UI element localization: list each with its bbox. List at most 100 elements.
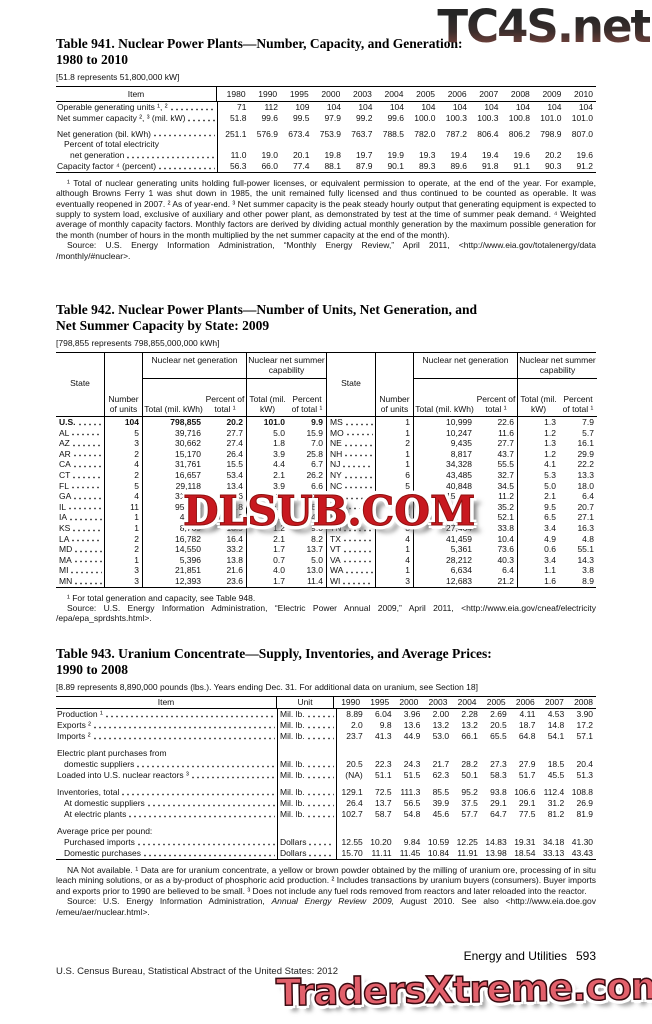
dot-leader bbox=[307, 815, 334, 818]
state-label-cell: TN bbox=[327, 523, 375, 534]
value-cell: 106.6 bbox=[514, 787, 536, 797]
dot-leader bbox=[344, 443, 373, 447]
table-row: net generation 11.0 19.0 20.1 19.8 19.7 … bbox=[56, 150, 596, 161]
column-header-year: 1995 bbox=[289, 89, 309, 99]
generation-percent-cell: 53.4 bbox=[226, 469, 243, 480]
dot-leader bbox=[309, 843, 334, 846]
unit-cell bbox=[278, 781, 337, 787]
value-cell: 19.7 bbox=[355, 150, 373, 161]
state-label-cell: NH bbox=[327, 449, 375, 460]
state-label-cell: IA bbox=[56, 512, 104, 523]
value-cell: 101.0 bbox=[540, 112, 562, 123]
state-label-cell: NJ bbox=[327, 459, 375, 470]
value-cell: 64.7 bbox=[490, 809, 507, 819]
capability-percent-cell: 6.4 bbox=[582, 491, 594, 502]
source-text: Source: U.S. Energy Information Administ… bbox=[56, 240, 596, 261]
capability-percent-cell: 8.9 bbox=[582, 575, 594, 586]
capability-percent-cell: 20.7 bbox=[577, 501, 594, 512]
table-942-footnotes: ¹ For total generation and capacity, see… bbox=[56, 593, 596, 624]
row-label-cell: Net generation (bil. kWh) bbox=[56, 128, 218, 140]
value-cell: 101.0 bbox=[571, 112, 593, 123]
capability-total-cell: 1.7 bbox=[246, 544, 288, 555]
value-cell bbox=[395, 748, 424, 759]
row-label-cell: At domestic suppliers bbox=[56, 798, 278, 809]
capability-percent-cell: 3.8 bbox=[582, 565, 594, 576]
dot-leader bbox=[74, 496, 102, 500]
row-label-cell: Average price per pound: bbox=[56, 826, 278, 837]
dot-leader bbox=[188, 118, 215, 122]
row-label-cell: Electric plant purchases from bbox=[56, 748, 278, 759]
value-cell: 34.18 bbox=[542, 837, 565, 847]
number-of-units-cell: 9 bbox=[375, 501, 413, 513]
dot-leader bbox=[147, 804, 275, 807]
unit-label: Mil. lb. bbox=[280, 731, 305, 741]
title-line-2: Net Summer Capacity by State: 2009 bbox=[56, 318, 270, 333]
value-cell: 798.9 bbox=[540, 128, 562, 139]
value-cell: 56.5 bbox=[403, 798, 421, 808]
value-cell bbox=[395, 826, 424, 837]
capability-percent-cell: 9.0 bbox=[311, 522, 323, 533]
value-cell: 99.6 bbox=[261, 112, 278, 123]
table-941-body: Operable generating units ¹, ² 71 112 10… bbox=[56, 102, 596, 172]
row-label: domestic suppliers bbox=[64, 759, 135, 769]
dot-leader bbox=[94, 726, 275, 729]
value-cell: 112 bbox=[264, 102, 278, 112]
column-header-year: 2003 bbox=[352, 89, 372, 99]
table-row: Purchased imports Dollars 12.55 10.20 9.… bbox=[56, 837, 596, 848]
generation-percent-cell: 13.4 bbox=[226, 480, 243, 491]
column-header-percent-of-total: Percent of total ¹ bbox=[288, 379, 326, 417]
number-of-units-cell: 6 bbox=[375, 469, 413, 481]
generation-total-cell: 27,464 bbox=[413, 522, 475, 534]
number-of-units-cell: 1 bbox=[375, 565, 413, 576]
value-cell: 12.55 bbox=[341, 837, 363, 847]
value-cell: 112.4 bbox=[543, 787, 565, 797]
number-of-units-cell: 1 bbox=[104, 522, 142, 534]
table-942-left-half: State Number of units Nuclear net genera… bbox=[56, 353, 326, 587]
value-cell: 27.3 bbox=[490, 759, 507, 769]
capability-percent-cell: 5.0 bbox=[311, 554, 323, 565]
value-cell: 65.5 bbox=[490, 731, 507, 741]
value-cell: 806.4 bbox=[477, 128, 499, 139]
value-cell: 19.4 bbox=[481, 150, 499, 161]
number-of-units-cell: 3 bbox=[375, 522, 413, 534]
dot-leader bbox=[344, 528, 373, 532]
row-label-cell: Inventories, total bbox=[56, 787, 278, 798]
value-cell: 51.3 bbox=[576, 770, 594, 780]
dot-leader bbox=[144, 854, 275, 857]
value-cell: 2.0 bbox=[350, 720, 363, 730]
value-cell: 20.4 bbox=[576, 759, 594, 769]
capability-percent-cell: 5.7 bbox=[582, 427, 594, 438]
title-line-1: Table 943. Uranium Concentrate—Supply, I… bbox=[56, 646, 492, 661]
column-header-total-mil-kwh: Total (mil. kWh) bbox=[413, 379, 475, 417]
unit-cell: Dollars bbox=[278, 837, 337, 848]
value-cell: 12.25 bbox=[456, 837, 478, 847]
row-label: Capacity factor ⁴ (percent) bbox=[57, 160, 157, 171]
state-label-cell: IL bbox=[56, 502, 104, 513]
number-of-units-cell: 3 bbox=[104, 575, 142, 587]
row-label: Imports ² bbox=[57, 731, 91, 741]
unit-cell bbox=[278, 826, 337, 837]
row-label-cell: domestic suppliers bbox=[56, 759, 278, 770]
capability-total-cell: 9.5 bbox=[517, 501, 559, 513]
footnote-text: NA Not available. ¹ Data are for uranium… bbox=[56, 865, 596, 896]
value-cell: 18.5 bbox=[547, 759, 565, 769]
generation-total-cell: 40,848 bbox=[413, 480, 475, 492]
state-label-cell: CT bbox=[56, 470, 104, 481]
value-cell: 3.90 bbox=[576, 709, 594, 719]
value-cell: 66.1 bbox=[461, 731, 478, 741]
column-header-year: 2000 bbox=[399, 697, 419, 707]
state-label: CA bbox=[59, 459, 71, 470]
row-label-cell: Percent of total electricity bbox=[56, 139, 218, 151]
state-label: NY bbox=[330, 469, 342, 480]
value-cell: 99.6 bbox=[387, 112, 404, 123]
value-cell: 66.0 bbox=[261, 160, 278, 171]
row-label: At electric plants bbox=[64, 809, 127, 819]
value-cell: 111.3 bbox=[400, 787, 421, 797]
state-label: AL bbox=[59, 427, 70, 438]
row-label: Domestic purchases bbox=[64, 848, 142, 858]
value-cell: 251.1 bbox=[225, 128, 247, 139]
dot-leader bbox=[127, 155, 215, 159]
number-of-units-cell: 3 bbox=[104, 438, 142, 449]
state-label-cell: NY bbox=[327, 470, 375, 481]
capability-total-cell: 1.3 bbox=[517, 438, 559, 449]
